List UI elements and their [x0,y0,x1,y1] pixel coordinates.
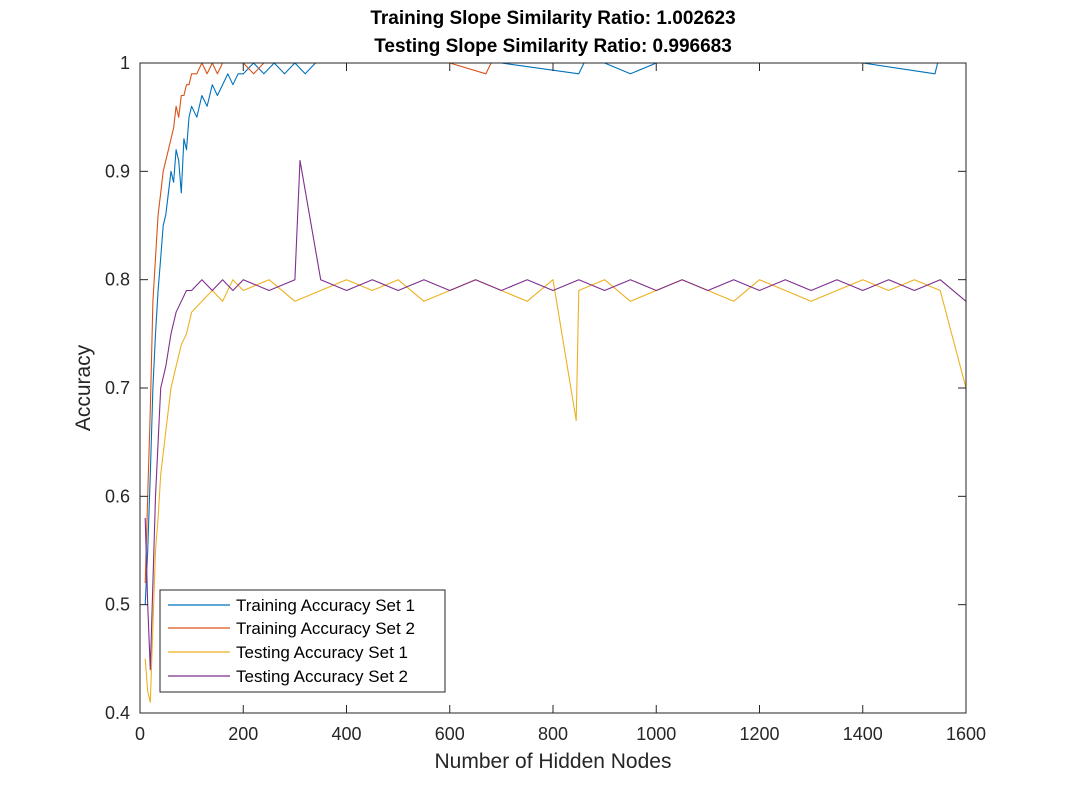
series-layer [144,62,967,703]
axes-layer: 0 200 400 600 800 1000 1200 1400 1600 0.4 0.5 0.6 0.… [105,53,986,744]
y-tick-label: 0.7 [105,378,130,398]
legend: Training Accuracy Set 1 Training Accurac… [159,589,446,693]
legend-label-testing-set-2: Testing Accuracy Set 2 [236,667,408,686]
x-axis-label: Number of Hidden Nodes [435,750,672,773]
series-line-1 [144,62,966,605]
legend-entry-training-set-1: Training Accuracy Set 1 [168,596,415,615]
x-tick-label: 1400 [843,724,883,744]
chart-title-line-1: Training Slope Similarity Ratio: 1.00262… [370,8,735,29]
legend-entry-testing-set-2: Testing Accuracy Set 2 [168,667,408,686]
y-tick-label: 0.9 [105,161,130,181]
x-tick-label: 800 [538,724,568,744]
legend-entry-testing-set-1: Testing Accuracy Set 1 [168,643,408,662]
legend-label-testing-set-1: Testing Accuracy Set 1 [236,643,408,662]
x-tick-label: 0 [135,724,145,744]
series-line-4 [144,159,967,671]
legend-box [159,589,446,693]
y-tick-label: 1 [120,53,130,73]
x-tick-label: 400 [331,724,361,744]
y-tick-label: 0.8 [105,270,130,290]
y-axis-label: Accuracy [72,344,95,431]
y-tick-label: 0.5 [105,595,130,615]
y-tick-label: 0.6 [105,486,130,506]
legend-label-training-set-1: Training Accuracy Set 1 [236,596,415,615]
x-tick-label: 1000 [636,724,676,744]
series-line-3 [144,279,967,703]
series-line-2 [144,62,966,584]
x-tick-label: 1200 [739,724,779,744]
x-tick-label: 1600 [946,724,986,744]
chart-title-line-2: Testing Slope Similarity Ratio: 0.996683 [374,36,732,57]
x-tick-label: 600 [435,724,465,744]
legend-label-training-set-2: Training Accuracy Set 2 [236,619,415,638]
legend-entry-training-set-2: Training Accuracy Set 2 [168,619,415,638]
y-tick-label: 0.4 [105,703,130,723]
x-tick-label: 200 [228,724,258,744]
